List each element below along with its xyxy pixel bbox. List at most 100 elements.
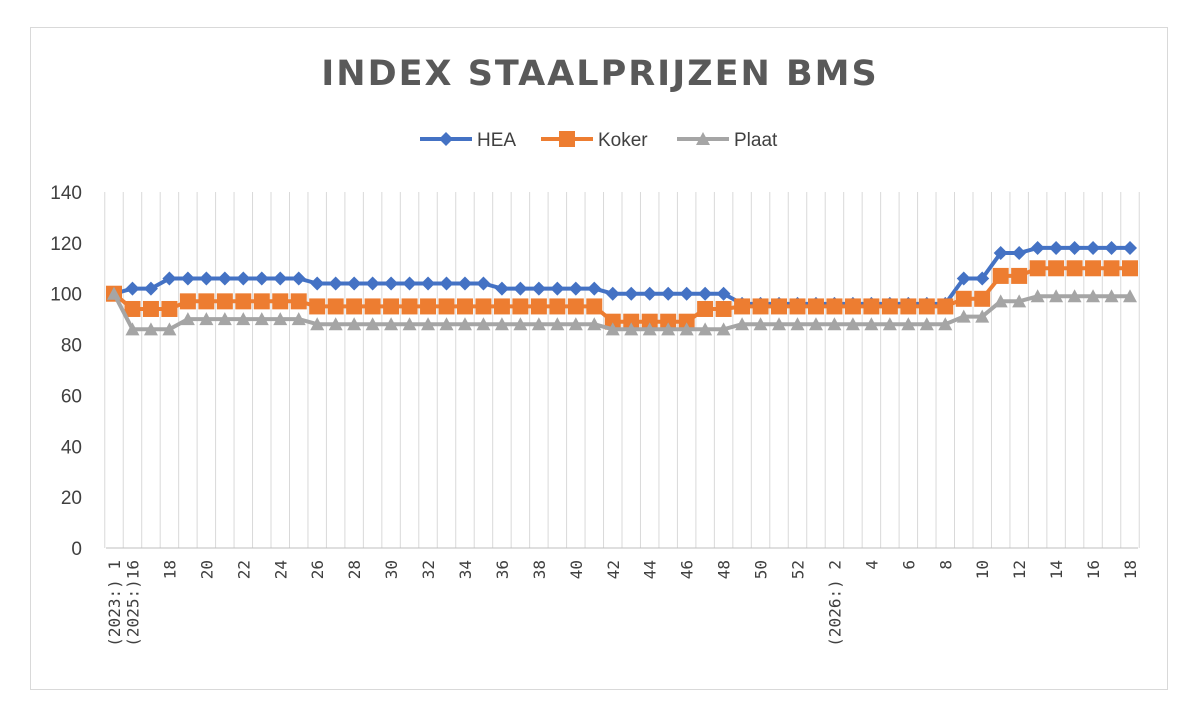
series-plaat [107,286,1137,336]
data-point [180,271,195,286]
data-point [1030,240,1045,255]
data-point [993,294,1008,308]
data-point [235,293,252,310]
data-point [992,267,1009,284]
data-point [827,317,842,331]
data-point [439,132,453,146]
data-point [402,276,417,291]
data-point [752,298,769,315]
data-point [568,317,583,331]
data-point [642,322,657,336]
data-point [918,298,935,315]
data-point [143,281,158,296]
data-point [125,281,140,296]
data-point [290,293,307,310]
data-point [328,317,343,331]
legend-item: HEA [420,130,516,151]
data-point [162,322,177,336]
data-point [641,313,658,330]
data-point [346,298,363,315]
x-tick-label: 50 [752,560,771,579]
data-point [180,312,195,326]
data-point [272,293,289,310]
data-point [808,317,823,331]
series-koker [106,260,1138,330]
data-point [439,276,454,291]
y-tick-label: 60 [61,386,82,407]
data-point [549,298,566,315]
data-point [624,286,639,301]
data-point [161,300,178,317]
data-point [531,281,546,296]
data-point [937,298,954,315]
data-point [199,312,214,326]
x-tick-label: 18 [160,560,179,579]
legend-label: Plaat [734,130,778,151]
data-point [254,312,269,326]
x-tick-label: 34 [456,560,475,579]
y-axis: 0 20 40 60 80 100 120 140 [50,183,82,560]
data-point [513,281,528,296]
data-point [882,317,897,331]
data-point [1012,246,1027,261]
data-point [142,300,159,317]
data-point [623,313,640,330]
data-point [254,271,269,286]
data-point [955,290,972,307]
x-tick-label: 22 [234,560,253,579]
data-point [938,317,953,331]
data-point [900,298,917,315]
x-tick-label: 16 [1084,560,1103,579]
data-point [364,298,381,315]
x-tick-label: 40 [567,560,586,579]
y-tick-label: 0 [71,539,82,560]
data-point [605,322,620,336]
y-tick-label: 80 [61,336,82,357]
data-point [605,286,620,301]
data-point [365,276,380,291]
data-point [476,317,491,331]
data-point [420,298,437,315]
legend-item: Koker [541,130,648,151]
data-point [993,246,1008,261]
data-point [512,298,529,315]
data-point [217,271,232,286]
data-point [844,298,861,315]
data-point [678,313,695,330]
x-tick-label: 6 [899,560,918,570]
data-point [881,298,898,315]
x-tick-label: 32 [419,560,438,579]
data-point [661,286,676,301]
data-point [679,322,694,336]
data-point [716,286,731,301]
data-point [1104,289,1119,303]
data-point [550,317,565,331]
data-point [604,313,621,330]
data-point [457,317,472,331]
data-point [421,317,436,331]
data-point [661,322,676,336]
data-point [365,317,380,331]
data-point [864,317,879,331]
data-point [383,298,400,315]
legend-label: HEA [477,130,516,151]
data-point [698,286,713,301]
data-point [753,317,768,331]
data-point [1030,289,1045,303]
data-point [1104,240,1119,255]
data-point [1029,260,1046,277]
data-point [696,132,710,145]
x-tick-label: 42 [604,560,623,579]
x-tick-label: 52 [788,560,807,579]
data-point [975,309,990,323]
x-tick-label: 48 [715,560,734,579]
data-point [125,322,140,336]
data-point [309,298,326,315]
x-tick-label: 4 [862,560,881,570]
data-point [956,309,971,323]
data-point [568,281,583,296]
data-point [179,293,196,310]
data-point [493,298,510,315]
data-point [587,281,602,296]
data-point [1048,260,1065,277]
